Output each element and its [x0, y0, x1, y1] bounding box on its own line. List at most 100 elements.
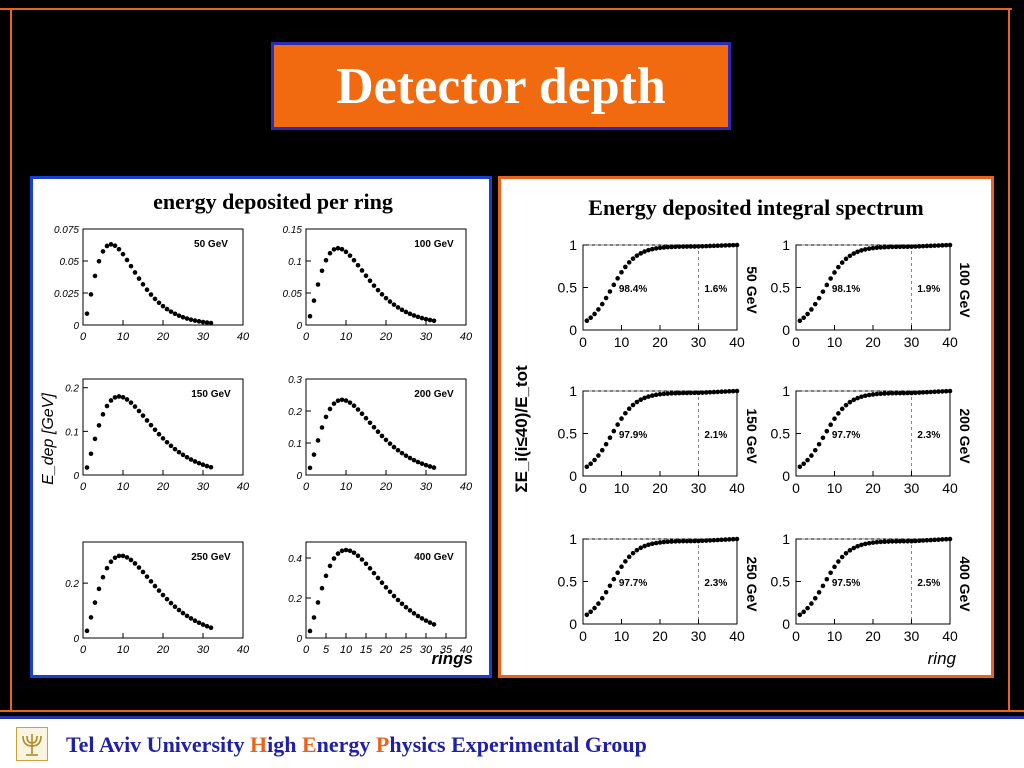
data-point — [882, 391, 887, 396]
data-point — [363, 415, 369, 421]
data-point — [801, 315, 806, 321]
x-tick-label: 0 — [80, 644, 87, 656]
data-point — [913, 390, 918, 396]
data-point — [940, 537, 945, 542]
data-point — [905, 538, 910, 544]
data-point — [715, 389, 721, 395]
data-point — [100, 412, 106, 417]
energy-label: 400 GeV — [414, 552, 454, 563]
x-tick-label: 0 — [303, 331, 310, 343]
data-point — [351, 257, 357, 263]
y-tick-label: 1 — [569, 531, 577, 547]
data-point — [719, 389, 724, 395]
x-tick-label: 20 — [379, 331, 393, 343]
data-point — [828, 422, 833, 427]
data-point — [391, 302, 397, 307]
data-point — [947, 536, 953, 542]
data-point — [730, 536, 736, 542]
x-tick-label: 20 — [652, 628, 668, 644]
data-point — [403, 604, 409, 610]
data-point — [347, 253, 353, 258]
data-point — [375, 429, 381, 435]
data-point — [727, 537, 732, 542]
x-tick-label: 10 — [117, 481, 130, 493]
data-point — [128, 263, 134, 269]
data-point — [936, 243, 941, 248]
data-point — [797, 612, 803, 618]
data-point — [355, 407, 361, 412]
data-point — [415, 314, 421, 320]
data-point — [315, 438, 321, 443]
data-point — [96, 423, 102, 428]
data-point — [943, 242, 949, 248]
data-point — [688, 390, 694, 396]
data-point — [638, 397, 644, 403]
data-point — [379, 580, 385, 586]
data-point — [596, 453, 601, 458]
data-point — [805, 605, 810, 611]
data-point — [832, 270, 837, 275]
data-point — [311, 298, 317, 303]
data-point — [897, 390, 903, 396]
data-point — [816, 590, 822, 595]
data-point — [901, 390, 907, 396]
x-tick-label: 35 — [440, 644, 453, 656]
data-point — [615, 276, 620, 281]
data-point — [680, 244, 686, 249]
data-point — [665, 391, 670, 396]
data-point — [351, 550, 357, 556]
data-point — [805, 457, 810, 463]
data-point — [727, 389, 732, 394]
data-point — [92, 436, 98, 442]
data-point — [943, 536, 949, 542]
data-point — [200, 622, 206, 627]
data-point — [630, 402, 636, 408]
data-point — [168, 309, 174, 314]
x-tick-label: 10 — [614, 334, 630, 350]
data-point — [399, 307, 405, 313]
data-point — [638, 251, 644, 256]
data-point — [836, 411, 841, 416]
x-tick-label: 30 — [904, 628, 920, 644]
data-point — [419, 461, 425, 466]
containment-inside-label: 97.7% — [832, 430, 860, 441]
data-point — [661, 539, 667, 545]
x-tick-label: 20 — [865, 334, 881, 350]
data-point — [669, 391, 674, 396]
integral-spectrum-panel: Energy deposited integral spectrum ΣE_i(i… — [498, 176, 994, 678]
data-point — [208, 320, 214, 326]
x-tick-label: 40 — [729, 334, 745, 350]
data-point — [820, 435, 826, 441]
x-tick-label: 40 — [942, 334, 958, 350]
data-point — [603, 441, 609, 447]
y-tick-label: 0.5 — [558, 426, 578, 442]
data-point — [339, 397, 345, 403]
data-point — [734, 536, 740, 542]
data-point — [315, 282, 321, 287]
data-point — [323, 257, 329, 263]
data-point — [351, 403, 357, 409]
data-point — [371, 570, 377, 576]
x-axis-label: rings — [431, 649, 473, 668]
footer-part-highlight: H — [249, 732, 268, 757]
y-tick-label: 0 — [569, 322, 577, 338]
data-point — [684, 390, 690, 396]
x-tick-label: 40 — [460, 481, 473, 493]
data-point — [626, 406, 632, 412]
frame-bottom-blue-line — [0, 716, 1024, 719]
data-point — [144, 287, 150, 293]
data-point — [703, 538, 709, 543]
x-axis-label: ring — [928, 649, 957, 668]
data-point — [140, 413, 146, 418]
data-point — [411, 611, 417, 616]
data-point — [200, 319, 206, 325]
data-point — [84, 628, 90, 634]
data-point — [863, 247, 868, 252]
energy-label: 50 GeV — [194, 239, 228, 250]
data-point — [936, 537, 941, 542]
slide-title-box: Detector depth — [271, 42, 731, 130]
data-point — [797, 318, 803, 324]
data-point — [168, 600, 174, 606]
y-tick-label: 0.5 — [771, 280, 791, 296]
data-point — [916, 244, 922, 249]
